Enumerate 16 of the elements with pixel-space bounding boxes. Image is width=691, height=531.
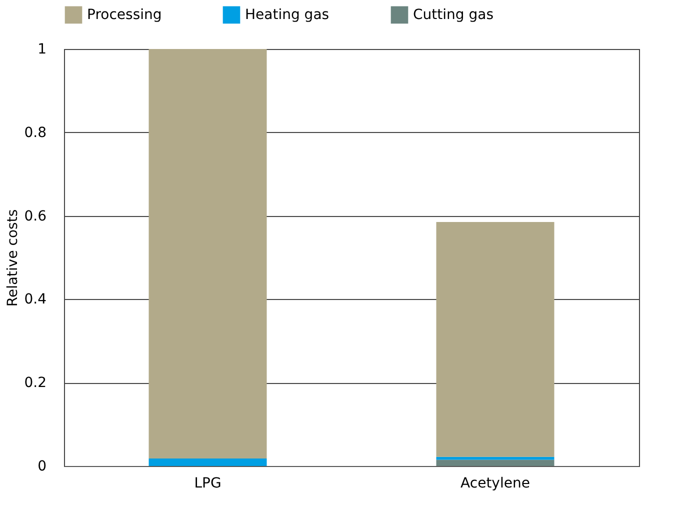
bar — [436, 222, 554, 457]
bar — [436, 460, 554, 466]
y-axis-title: Relative costs — [5, 209, 22, 307]
legend-label: Processing — [87, 6, 162, 23]
y-tick-label: 0 — [38, 458, 46, 474]
x-tick-label: LPG — [194, 476, 222, 492]
legend-label: Cutting gas — [413, 6, 494, 23]
legend-label: Heating gas — [245, 6, 330, 23]
y-tick-label: 0.2 — [24, 375, 46, 392]
y-tick-label: 0.4 — [24, 292, 47, 308]
y-tick-label: 0.6 — [24, 208, 47, 224]
x-tick-label: Acetylene — [460, 476, 530, 492]
y-tick-label: 0.8 — [24, 124, 46, 141]
bar — [148, 458, 267, 466]
bar — [148, 49, 267, 458]
y-tick-label: 1 — [38, 42, 46, 58]
